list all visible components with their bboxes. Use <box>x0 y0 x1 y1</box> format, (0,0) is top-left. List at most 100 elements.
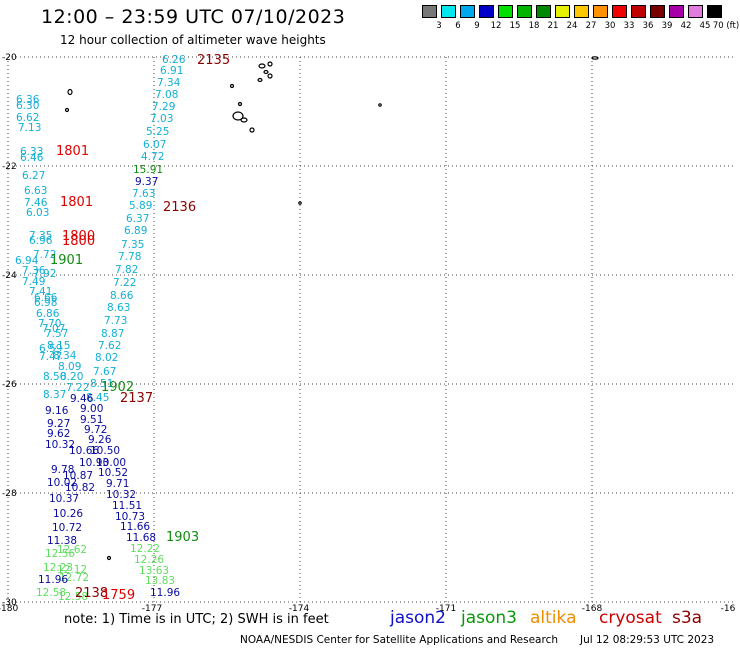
island-outline <box>267 61 273 67</box>
pass-time-label: 1801 <box>60 195 93 210</box>
wave-height-label: 11.38 <box>47 535 77 547</box>
pass-time-label: 2136 <box>163 200 196 215</box>
colorbar-swatch <box>517 5 532 18</box>
wave-height-label: 8.37 <box>43 389 66 401</box>
wave-height-label: 5.89 <box>129 200 152 212</box>
colorbar-swatch <box>441 5 456 18</box>
colorbar-swatch <box>612 5 627 18</box>
wave-height-label: 7.46 <box>24 197 48 209</box>
colorbar-tick-label: 6 <box>455 21 461 31</box>
wave-height-label: 10.37 <box>49 493 79 505</box>
wave-height-label: 6.07 <box>143 139 166 151</box>
island-outline <box>67 88 73 96</box>
wave-height-label: 7.82 <box>115 264 138 276</box>
island-outline <box>298 201 302 205</box>
island-outline <box>249 127 255 133</box>
wave-height-label: 11.96 <box>38 574 68 586</box>
lon-tick-label: -171 <box>436 604 456 614</box>
lat-tick-label: -20 <box>2 53 17 63</box>
island-outline <box>263 69 269 75</box>
island-outline <box>591 56 599 60</box>
lat-tick-label: -28 <box>2 489 17 499</box>
wave-height-label: 12.58 <box>58 591 88 603</box>
pass-time-label: 2135 <box>197 53 230 68</box>
colorbar-swatch <box>707 5 722 18</box>
wave-height-label: 9.37 <box>135 176 158 188</box>
wave-height-label: 6.63 <box>24 185 47 197</box>
wave-height-label: 9.78 <box>51 464 74 476</box>
wave-height-label: 6.89 <box>124 225 147 237</box>
wave-height-label: 5.25 <box>146 126 169 138</box>
wave-height-label: 7.22 <box>66 382 89 394</box>
wave-height-label: 13.83 <box>145 575 175 587</box>
lat-tick-label: -24 <box>2 271 17 281</box>
wave-height-label: 11.96 <box>150 587 180 599</box>
wave-height-label: 8.63 <box>107 302 130 314</box>
pass-time-label: 2138 <box>75 586 108 601</box>
wave-height-label: 4.72 <box>141 151 164 163</box>
pass-time-label: 1759 <box>102 588 135 603</box>
wave-height-label: 10.32 <box>45 439 75 451</box>
lat-tick-label: -22 <box>2 162 17 172</box>
colorbar-tick-label: 39 <box>661 21 673 31</box>
lon-tick-label: -168 <box>582 604 603 614</box>
wave-height-label: 7.78 <box>118 251 141 263</box>
pass-time-label: 2137 <box>120 391 153 406</box>
colorbar-tick-label: 12 <box>490 21 502 31</box>
wave-height-label: 7.03 <box>150 113 173 125</box>
wave-height-label: 8.15 <box>47 340 70 352</box>
wave-height-label: 7.63 <box>132 188 155 200</box>
wave-height-label: 9.62 <box>47 428 70 440</box>
colorbar-tick-label: 21 <box>547 21 559 31</box>
wave-height-label: 10.50 <box>90 445 120 457</box>
colorbar-swatch <box>498 5 513 18</box>
wave-height-label: 9.51 <box>80 414 103 426</box>
island-outline <box>240 117 248 123</box>
wave-height-label: 6.86 <box>36 308 60 320</box>
pass-time-label: 1903 <box>166 530 199 545</box>
wave-height-label: 8.66 <box>110 290 134 302</box>
wave-height-label: 9.27 <box>47 418 70 430</box>
wave-height-label: 7.35 <box>29 230 52 242</box>
wave-height-label: 15.91 <box>133 164 163 176</box>
island-outline <box>64 107 70 113</box>
wave-height-label: 11.66 <box>120 521 150 533</box>
wave-height-label: 12.58 <box>36 587 66 599</box>
colorbar-tick-label: 27 <box>585 21 597 31</box>
wave-height-label: 7.35 <box>121 239 144 251</box>
wave-height-label: 11.68 <box>126 532 156 544</box>
wave-height-label: 7.47 <box>39 351 62 363</box>
satellite-cryosat: cryosat <box>599 608 662 628</box>
wave-height-label: 6.91 <box>160 65 183 77</box>
wave-height-label: 6.37 <box>126 213 149 225</box>
pass-time-label: 1800 <box>62 229 95 244</box>
wave-height-label: 12.62 <box>57 544 87 556</box>
wave-height-label: 7.57 <box>45 328 68 340</box>
wave-height-label: 6.30 <box>16 100 39 112</box>
island-outline <box>267 73 273 79</box>
wave-height-label: 6.33 <box>20 146 43 158</box>
colorbar-tick-label: 42 <box>680 21 692 31</box>
map-title: 12:00 – 23:59 UTC 07/10/2023 <box>41 6 346 28</box>
wave-height-label: 9.26 <box>88 434 112 446</box>
island-outline <box>106 555 112 561</box>
wave-height-label: 10.87 <box>63 470 93 482</box>
colorbar-tick-label: 3 <box>436 21 442 31</box>
colorbar-swatch <box>555 5 570 18</box>
wave-height-label: 10.02 <box>47 477 77 489</box>
wave-height-label: 8.34 <box>53 350 77 362</box>
wave-height-label: 7.13 <box>18 122 41 134</box>
lon-tick-label: -174 <box>289 604 310 614</box>
wave-height-label: 6.03 <box>26 207 49 219</box>
wave-height-label: 12.23 <box>43 562 73 574</box>
wave-height-label: 7.08 <box>155 89 178 101</box>
wave-height-label: 7.62 <box>98 340 121 352</box>
island-outline <box>258 63 266 69</box>
wave-height-label: 7.36 <box>22 265 46 277</box>
wave-height-label: 6.27 <box>22 170 45 182</box>
wave-height-label: 12.22 <box>130 543 160 555</box>
colorbar-tick-label: 36 <box>642 21 654 31</box>
colorbar-tick-label: 70 (ft) <box>712 21 740 31</box>
wave-height-label: 12.26 <box>134 554 164 566</box>
wave-height-label: 7.07 <box>42 323 65 335</box>
